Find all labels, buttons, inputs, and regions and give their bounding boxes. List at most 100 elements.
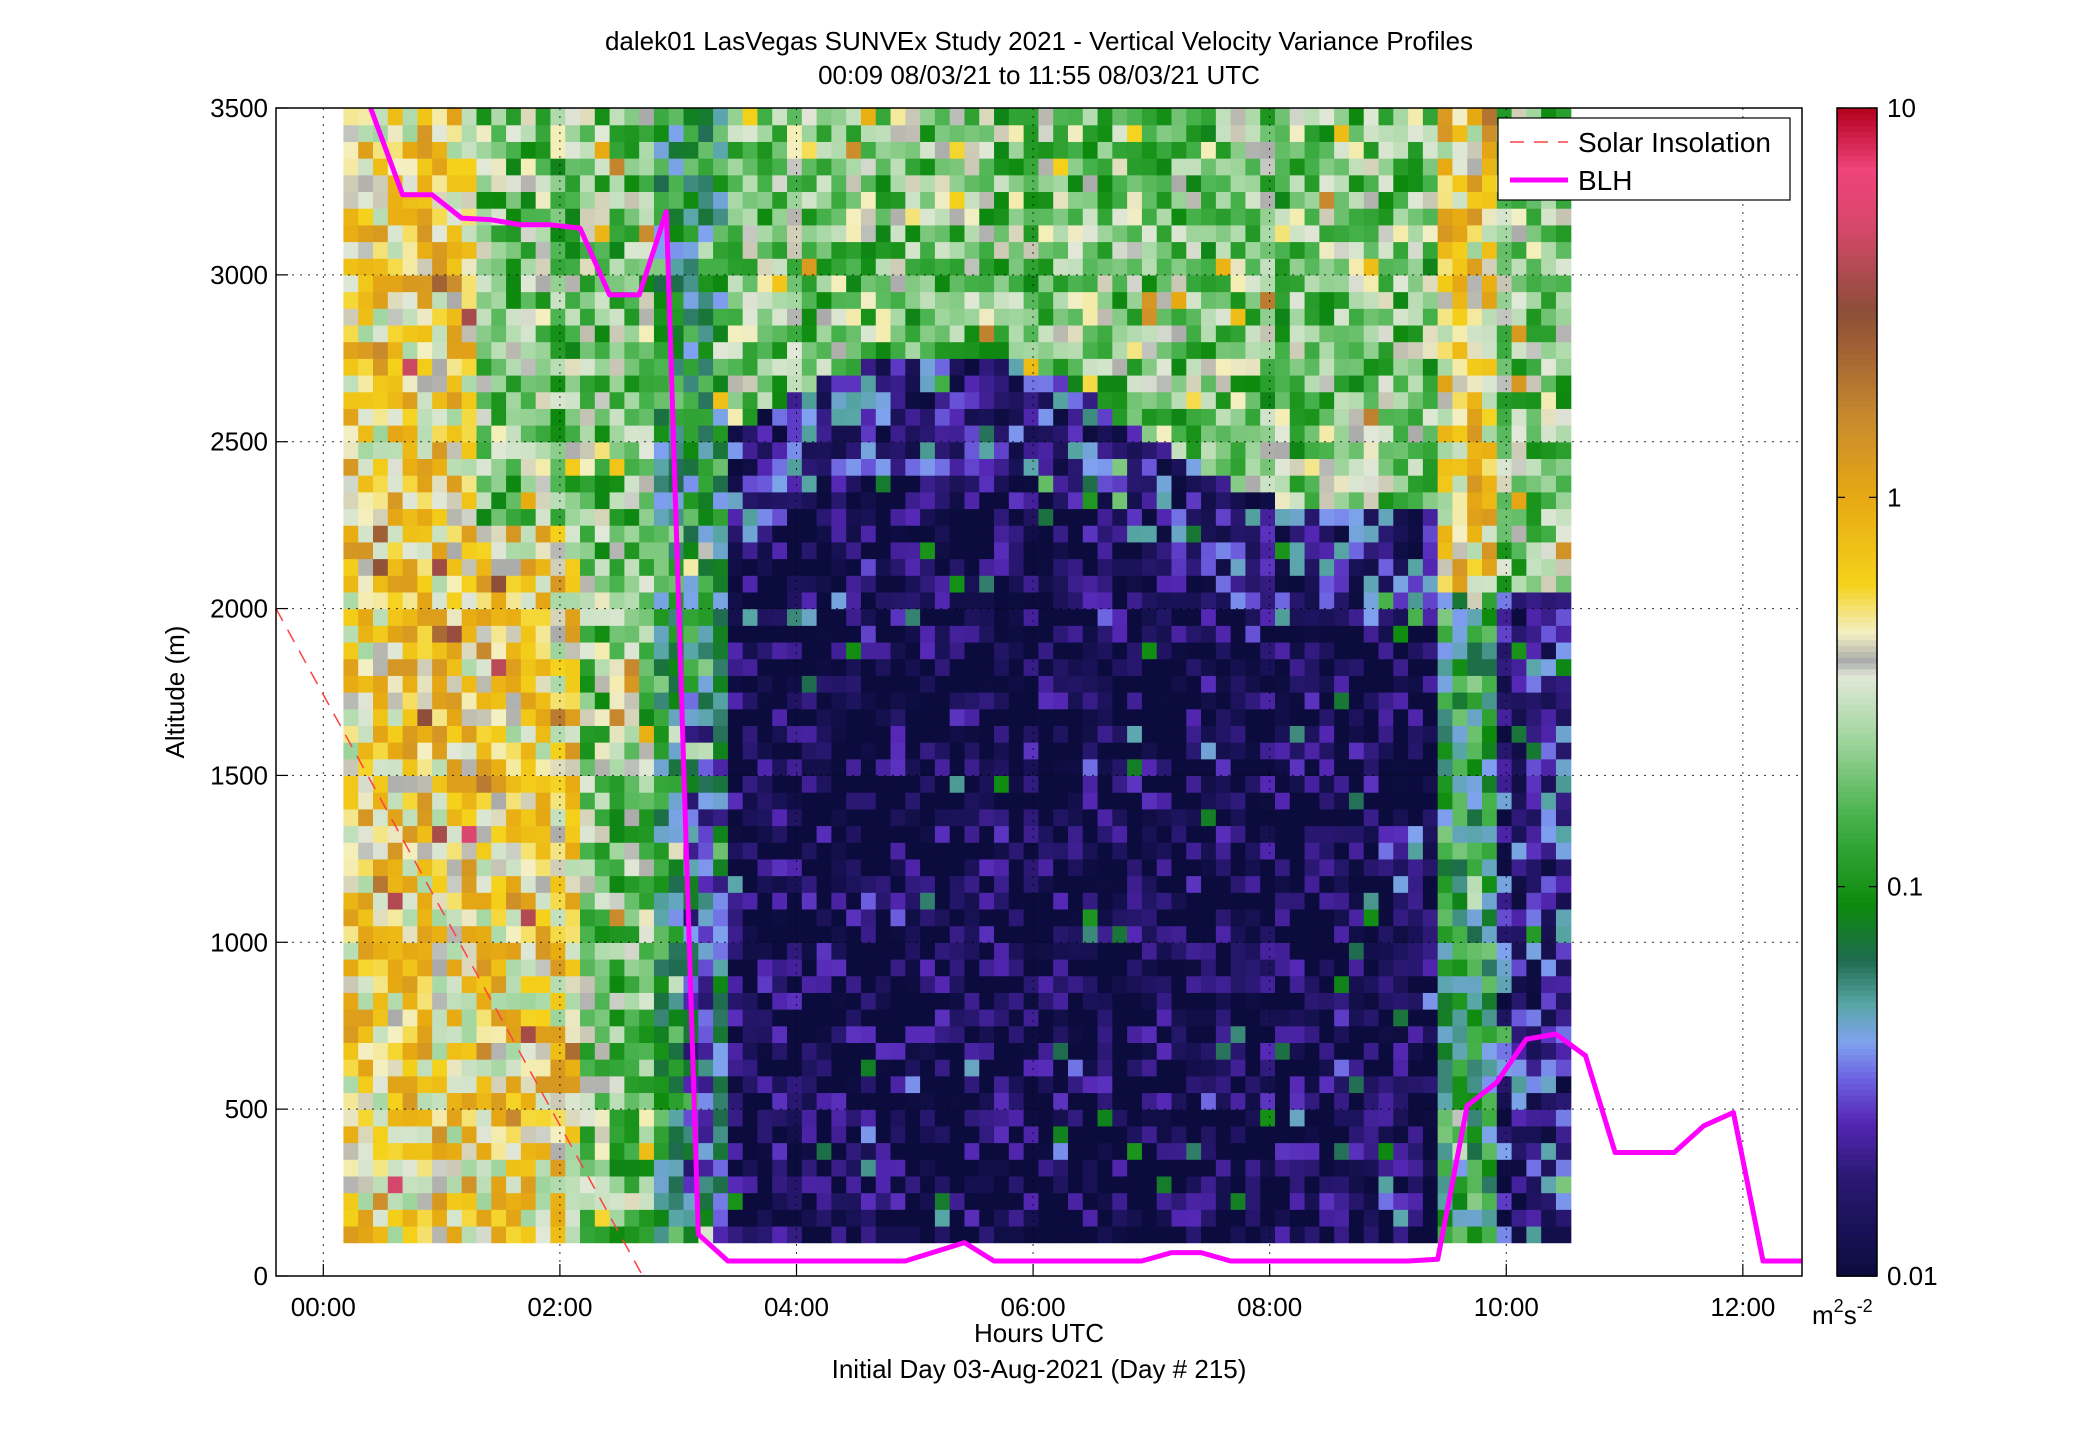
heatmap-cell [1112, 658, 1128, 676]
heatmap-cell [550, 458, 566, 476]
heatmap-cell [580, 1225, 596, 1244]
heatmap-cell [343, 508, 359, 526]
heatmap-cell [1171, 441, 1187, 459]
heatmap-cell [580, 1175, 596, 1194]
heatmap-cell [1067, 241, 1084, 259]
heatmap-cell [994, 1059, 1010, 1077]
heatmap-cell [1408, 775, 1424, 793]
heatmap-cell [373, 658, 389, 676]
heatmap-cell [860, 374, 877, 393]
heatmap-cell [1289, 1009, 1306, 1027]
heatmap-cell [1245, 625, 1261, 643]
heatmap-cell [1319, 124, 1335, 142]
heatmap-cell [1008, 658, 1025, 676]
heatmap-cell [476, 675, 492, 693]
heatmap-cell [1201, 1192, 1217, 1210]
heatmap-cell [1363, 675, 1380, 693]
heatmap-cell [506, 1075, 522, 1094]
heatmap-cell [639, 1192, 655, 1210]
heatmap-cell [1023, 1225, 1040, 1244]
heatmap-cell [1171, 308, 1187, 326]
heatmap-cell [890, 758, 906, 777]
heatmap-cell [1112, 1175, 1128, 1194]
heatmap-cell [1186, 358, 1202, 376]
heatmap-cell [491, 658, 507, 676]
heatmap-cell [1171, 775, 1187, 793]
heatmap-cell [920, 108, 936, 126]
heatmap-cell [402, 792, 418, 810]
heatmap-cell [1171, 908, 1187, 927]
heatmap-cell [875, 1025, 892, 1043]
heatmap-cell [624, 742, 640, 760]
heatmap-cell [565, 1125, 581, 1144]
heatmap-cell [949, 958, 966, 977]
heatmap-cell [1008, 258, 1025, 276]
heatmap-cell [1408, 608, 1424, 626]
heatmap-cell [920, 625, 936, 643]
heatmap-cell [1186, 1225, 1202, 1244]
heatmap-cell [668, 1092, 685, 1110]
heatmap-cell [1230, 792, 1247, 810]
heatmap-cell [1082, 1209, 1099, 1227]
heatmap-cell [1363, 1209, 1380, 1227]
heatmap-cell [432, 958, 448, 977]
heatmap-cell [816, 308, 832, 326]
heatmap-cell [846, 124, 862, 142]
heatmap-cell [1186, 892, 1202, 910]
heatmap-cell [1215, 958, 1232, 977]
heatmap-cell [624, 1209, 640, 1227]
heatmap-cell [727, 675, 744, 693]
heatmap-cell [1082, 191, 1099, 209]
heatmap-cell [1319, 875, 1335, 893]
heatmap-cell [1319, 174, 1335, 193]
heatmap-cell [1112, 758, 1128, 777]
heatmap-cell [1260, 475, 1276, 493]
heatmap-cell [594, 191, 611, 209]
heatmap-cell [1008, 1075, 1025, 1094]
heatmap-cell [1289, 341, 1306, 359]
heatmap-cell [1275, 425, 1291, 443]
heatmap-cell [387, 758, 404, 777]
heatmap-cell [994, 174, 1010, 193]
heatmap-cell [683, 491, 699, 510]
heatmap-cell [1053, 508, 1069, 526]
heatmap-cell [373, 274, 389, 293]
heatmap-cell [402, 1175, 418, 1194]
heatmap-cell [1186, 458, 1202, 476]
heatmap-cell [653, 1159, 670, 1177]
heatmap-cell [550, 241, 566, 259]
heatmap-cell [846, 658, 862, 676]
heatmap-cell [580, 775, 596, 793]
heatmap-cell [1067, 408, 1084, 426]
heatmap-cell [1245, 792, 1261, 810]
heatmap-cell [742, 808, 759, 827]
heatmap-cell [358, 408, 374, 426]
heatmap-cell [920, 525, 936, 543]
heatmap-cell [787, 742, 803, 760]
heatmap-cell [580, 441, 596, 459]
heatmap-cell [801, 291, 818, 309]
heatmap-cell [358, 208, 374, 226]
heatmap-cell [535, 692, 552, 710]
heatmap-cell [1215, 1142, 1232, 1160]
heatmap-cell [343, 792, 359, 810]
heatmap-cell [520, 825, 537, 843]
heatmap-cell [1112, 692, 1128, 710]
heatmap-cell [1348, 792, 1365, 810]
heatmap-cell [432, 892, 448, 910]
heatmap-cell [698, 742, 714, 760]
heatmap-cell [1067, 141, 1084, 159]
heatmap-cell [1348, 441, 1365, 459]
heatmap-cell [1319, 1109, 1335, 1127]
heatmap-cell [550, 558, 566, 576]
heatmap-cell [1053, 274, 1069, 293]
heatmap-cell [653, 341, 670, 359]
heatmap-cell [1156, 608, 1173, 626]
heatmap-cell [1348, 258, 1365, 276]
heatmap-cell [1097, 825, 1113, 843]
heatmap-cell [1289, 441, 1306, 459]
heatmap-cell [964, 758, 980, 777]
heatmap-cell [476, 692, 492, 710]
heatmap-cell [1067, 1059, 1084, 1077]
heatmap-cell [1053, 391, 1069, 409]
